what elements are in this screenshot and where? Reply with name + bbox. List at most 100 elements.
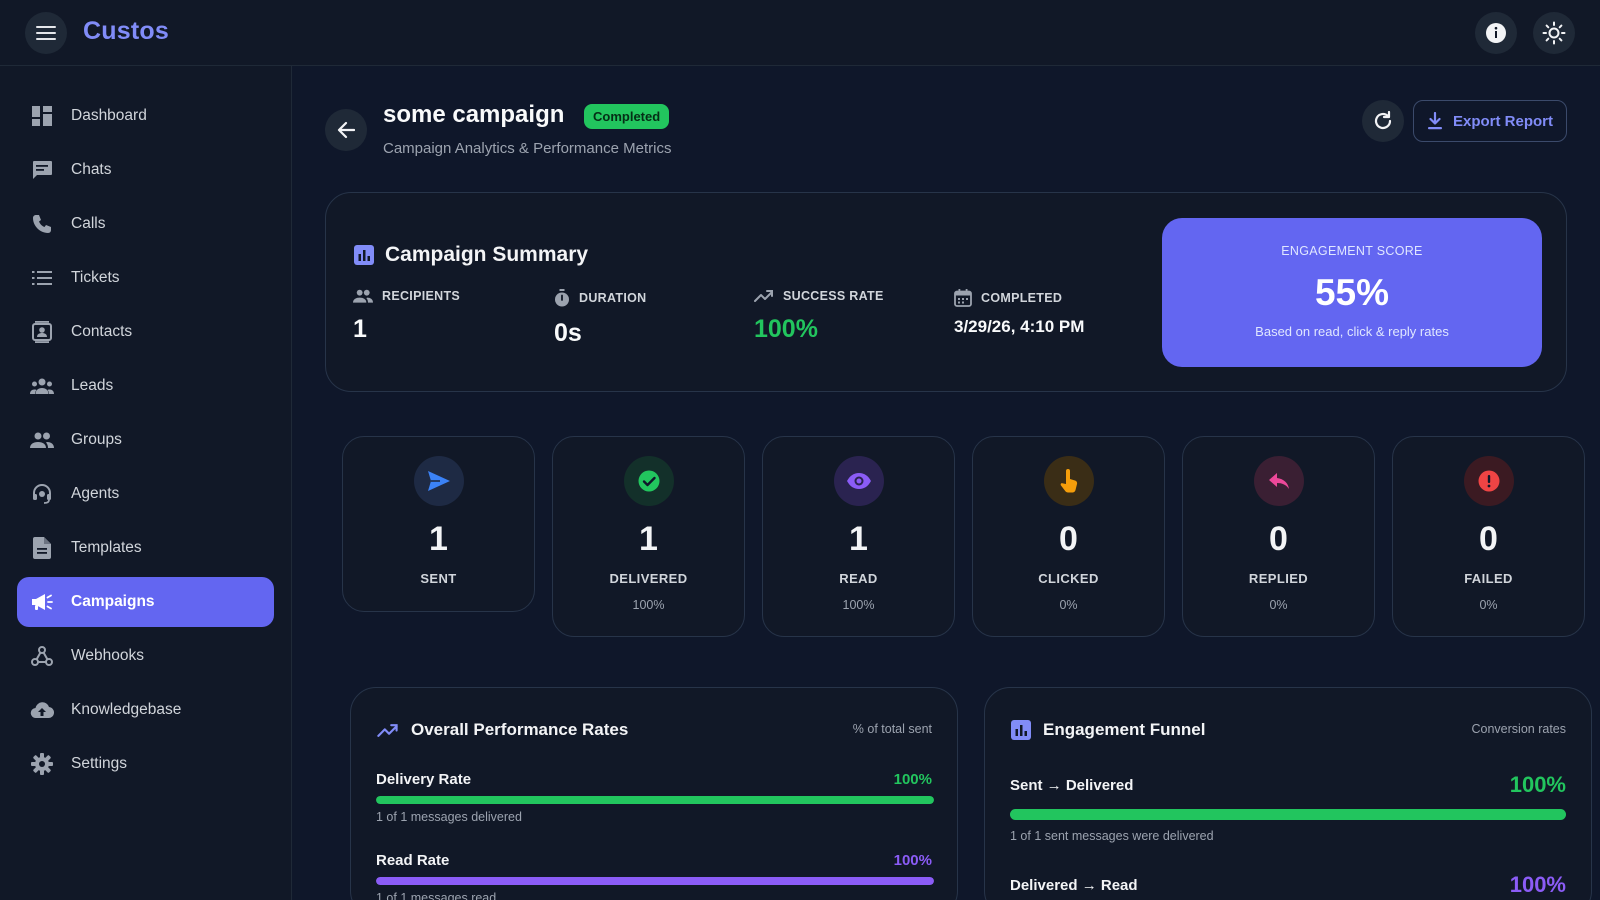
sidebar-item-label: Knowledgebase <box>71 701 182 718</box>
metric-value: 0 <box>1479 520 1498 558</box>
users-icon <box>30 374 54 398</box>
phone-icon <box>30 212 54 236</box>
funnel-heading: Engagement Funnel <box>1011 720 1205 740</box>
users-icon <box>353 289 373 303</box>
sidebar-item-label: Chats <box>71 161 112 178</box>
recipients-label: RECIPIENTS <box>382 289 461 303</box>
sidebar-item-webhooks[interactable]: Webhooks <box>17 631 274 681</box>
sidebar-item-label: Settings <box>71 755 128 772</box>
summary-title: Campaign Summary <box>385 243 589 266</box>
completed-value: 3/29/26, 4:10 PM <box>954 317 1085 336</box>
metric-icon-wrap <box>1043 456 1094 506</box>
alert-icon <box>1478 470 1499 492</box>
metric-percent: 100% <box>632 598 665 612</box>
campaign-summary-card: Campaign Summary RECIPIENTS 1 DURATION 0… <box>325 192 1567 392</box>
sidebar-item-agents[interactable]: Agents <box>17 469 274 519</box>
delivery-rate-note: 1 of 1 messages delivered <box>376 810 522 824</box>
download-icon <box>1427 112 1442 130</box>
back-button[interactable] <box>325 109 367 151</box>
send-icon <box>427 471 450 491</box>
recipients-stat: RECIPIENTS 1 <box>353 289 460 344</box>
sidebar-item-groups[interactable]: Groups <box>17 415 274 465</box>
sidebar-item-settings[interactable]: Settings <box>17 739 274 789</box>
metric-percent: 0% <box>1479 598 1498 612</box>
export-report-button[interactable]: Export Report <box>1413 100 1567 142</box>
sidebar-item-knowledgebase[interactable]: Knowledgebase <box>17 685 274 735</box>
sidebar-item-dashboard[interactable]: Dashboard <box>17 91 274 141</box>
sidebar-item-label: Groups <box>71 431 122 448</box>
pointer-icon <box>1060 469 1077 493</box>
eye-icon <box>846 473 871 489</box>
brand-logo[interactable]: Custos <box>83 17 169 45</box>
metric-icon-wrap <box>413 456 464 506</box>
read-rate-value: 100% <box>893 852 932 869</box>
dashboard-icon <box>30 104 54 128</box>
metric-card-read: 1 READ 100% <box>762 436 955 637</box>
engagement-score-note: Based on read, click & reply rates <box>1255 324 1449 339</box>
sent-delivered-value: 100% <box>1509 772 1566 797</box>
delivered-read-value: 100% <box>1509 872 1566 897</box>
recipients-value: 1 <box>353 315 367 343</box>
metric-value: 0 <box>1059 520 1078 558</box>
metric-name: FAILED <box>1464 571 1513 586</box>
metric-icon-wrap <box>833 456 884 506</box>
refresh-icon <box>1374 111 1392 130</box>
read-rate-bar <box>376 877 934 885</box>
delivery-rate-label: Delivery Rate <box>376 771 472 788</box>
performance-rates-card: Overall Performance Rates % of total sen… <box>350 687 958 900</box>
gear-icon <box>30 752 54 776</box>
metric-name: REPLIED <box>1248 571 1309 586</box>
delivered-read-label: Delivered → Read <box>1010 877 1138 894</box>
sidebar-item-tickets[interactable]: Tickets <box>17 253 274 303</box>
calendar-icon <box>954 289 972 307</box>
metric-value: 0 <box>1269 520 1288 558</box>
sidebar-item-campaigns[interactable]: Campaigns <box>17 577 274 627</box>
menu-button[interactable] <box>25 12 67 54</box>
sent-delivered-bar-fill <box>1010 809 1566 820</box>
engagement-score-label: ENGAGEMENT SCORE <box>1281 244 1423 258</box>
engagement-score-value: 55% <box>1314 272 1390 313</box>
performance-heading: Overall Performance Rates <box>377 720 628 740</box>
sidebar-item-calls[interactable]: Calls <box>17 199 274 249</box>
metric-percent: 0% <box>1059 598 1078 612</box>
sidebar-item-label: Agents <box>71 485 120 502</box>
delivery-rate-bar <box>376 796 934 804</box>
trending-up-icon <box>377 723 398 737</box>
metric-value: 1 <box>849 520 868 558</box>
top-bar: Custos <box>0 0 1600 66</box>
success-rate-label: SUCCESS RATE <box>783 289 884 303</box>
success-rate-stat: SUCCESS RATE 100% <box>754 289 884 344</box>
sidebar-item-label: Campaigns <box>71 593 155 610</box>
metric-card-sent: 1 SENT <box>342 436 535 612</box>
chat-icon <box>30 158 54 182</box>
performance-title: Overall Performance Rates <box>411 720 629 739</box>
metric-card-failed: 0 FAILED 0% <box>1392 436 1585 637</box>
sidebar-item-templates[interactable]: Templates <box>17 523 274 573</box>
duration-stat: DURATION 0s <box>554 289 646 348</box>
read-rate-note: 1 of 1 messages read <box>376 891 497 900</box>
page-subtitle: Campaign Analytics & Performance Metrics <box>383 140 672 157</box>
theme-toggle-button[interactable] <box>1533 12 1575 54</box>
info-icon <box>1486 23 1506 43</box>
megaphone-icon <box>30 590 54 614</box>
sidebar-item-chats[interactable]: Chats <box>17 145 274 195</box>
bar-chart-icon <box>1011 720 1031 740</box>
refresh-button[interactable] <box>1362 100 1404 142</box>
trending-up-icon <box>754 290 773 302</box>
metric-icon-wrap <box>623 456 674 506</box>
metric-name: READ <box>839 571 878 586</box>
info-button[interactable] <box>1475 12 1517 54</box>
sidebar-item-leads[interactable]: Leads <box>17 361 274 411</box>
sidebar-item-contacts[interactable]: Contacts <box>17 307 274 357</box>
group-icon <box>30 428 54 452</box>
metric-name: SENT <box>420 571 457 586</box>
list-icon <box>30 266 54 290</box>
export-report-label: Export Report <box>1452 112 1553 130</box>
sidebar-item-label: Templates <box>71 539 142 556</box>
duration-value: 0s <box>554 319 582 347</box>
sent-delivered-bar <box>1010 809 1566 820</box>
headset-icon <box>30 482 54 506</box>
funnel-note: Conversion rates <box>1471 722 1567 736</box>
sidebar: Dashboard Chats Calls Tickets Contacts L… <box>0 66 292 900</box>
sent-delivered-note: 1 of 1 sent messages were delivered <box>1010 829 1214 843</box>
